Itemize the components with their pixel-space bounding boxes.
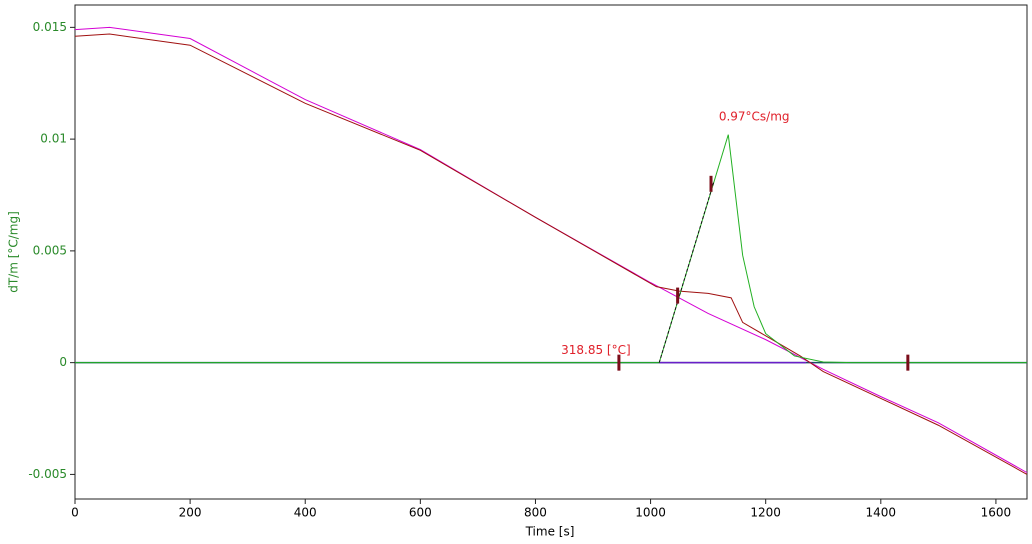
x-axis-label: Time [s]: [525, 525, 575, 539]
x-tick-label: 200: [179, 506, 202, 520]
series-line: [75, 134, 1027, 364]
y-tick-label: -0.005: [28, 467, 67, 481]
marker: [617, 354, 621, 371]
marker: [906, 354, 910, 371]
y-tick-label: 0.015: [33, 20, 67, 34]
series-line: [74, 26, 1028, 474]
marker: [676, 287, 680, 304]
y-tick-label: 0.01: [40, 132, 67, 146]
x-tick-label: 0: [71, 506, 79, 520]
x-tick-label: 1200: [750, 506, 781, 520]
x-tick-label: 800: [524, 506, 547, 520]
y-tick-label: 0.005: [33, 243, 67, 257]
x-tick-label: 1400: [866, 506, 897, 520]
plot-frame: [74, 4, 1028, 500]
series-line: [74, 33, 1028, 475]
marker: [709, 175, 713, 192]
x-tick-label: 1600: [981, 506, 1012, 520]
series-line: [658, 181, 715, 363]
x-tick-label: 600: [409, 506, 432, 520]
annotation: 0.97°Cs/mg: [719, 109, 790, 123]
x-tick-label: 400: [294, 506, 317, 520]
annotation: 318.85 [°C]: [561, 343, 631, 357]
y-tick-label: 0: [59, 355, 67, 369]
x-tick-label: 1000: [635, 506, 666, 520]
y-axis-label: dT/m [°C/mg]: [7, 211, 21, 293]
